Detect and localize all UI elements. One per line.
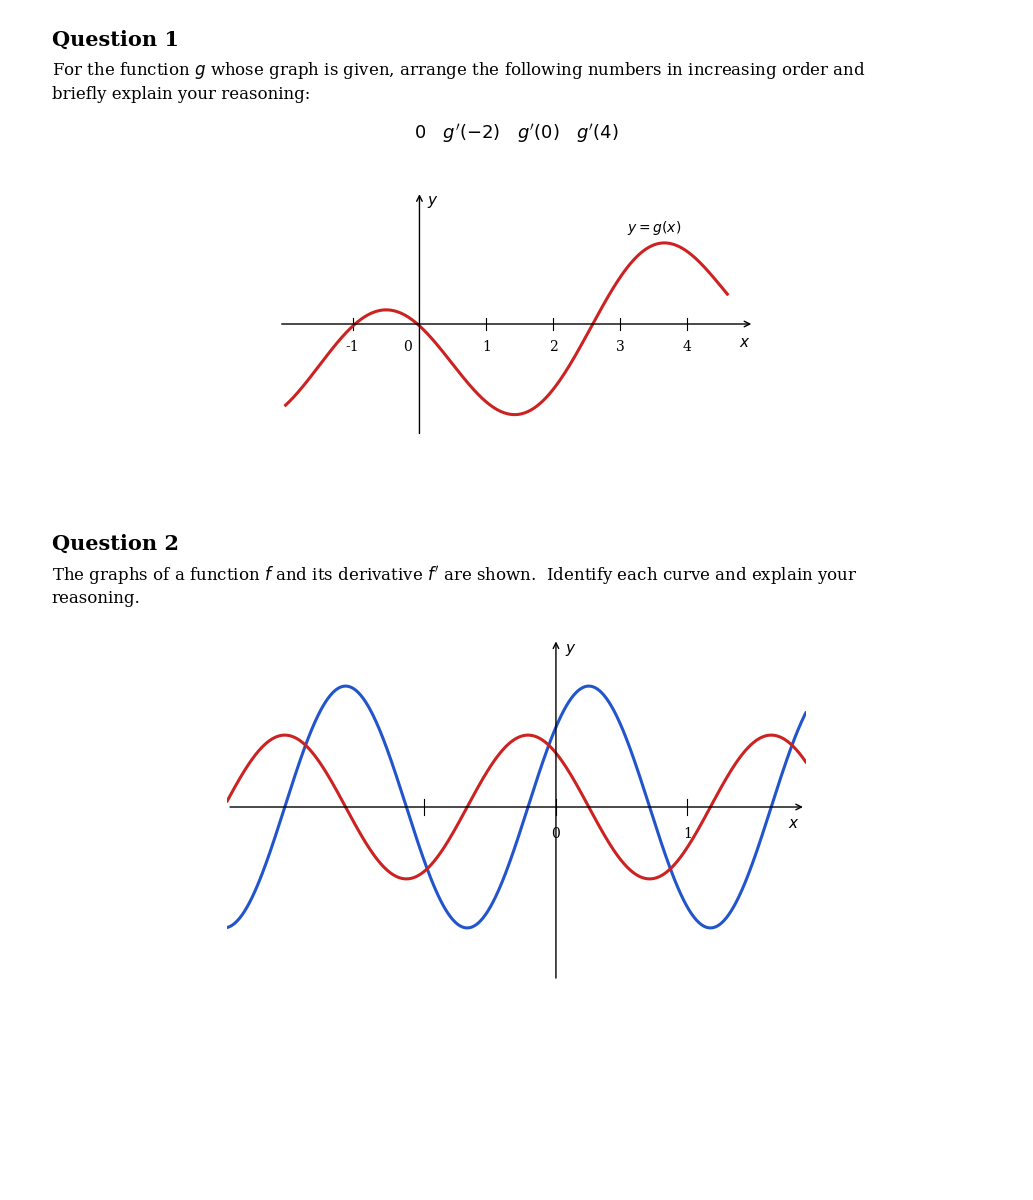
Text: 4: 4	[683, 340, 692, 354]
Text: $y$: $y$	[428, 194, 439, 210]
Text: 3: 3	[616, 340, 625, 354]
Text: briefly explain your reasoning:: briefly explain your reasoning:	[52, 86, 310, 103]
Text: 2: 2	[549, 340, 558, 354]
Text: 0: 0	[552, 827, 560, 841]
Text: $y$: $y$	[565, 642, 576, 658]
Text: 0: 0	[403, 340, 411, 354]
Text: $y = g(x)$: $y = g(x)$	[627, 220, 681, 238]
Text: -1: -1	[346, 340, 359, 354]
Text: Question 1: Question 1	[52, 30, 179, 50]
Text: $x$: $x$	[787, 817, 800, 830]
Text: $x$: $x$	[740, 336, 751, 350]
Text: $0 \quad g'(-2) \quad g'(0) \quad g'(4)$: $0 \quad g'(-2) \quad g'(0) \quad g'(4)$	[414, 122, 619, 145]
Text: 1: 1	[482, 340, 491, 354]
Text: reasoning.: reasoning.	[52, 590, 140, 607]
Text: 1: 1	[683, 827, 692, 841]
Text: Question 2: Question 2	[52, 534, 179, 554]
Text: For the function $g$ whose graph is given, arrange the following numbers in incr: For the function $g$ whose graph is give…	[52, 60, 866, 80]
Text: The graphs of a function $f$ and its derivative $f'$ are shown.  Identify each c: The graphs of a function $f$ and its der…	[52, 564, 857, 587]
